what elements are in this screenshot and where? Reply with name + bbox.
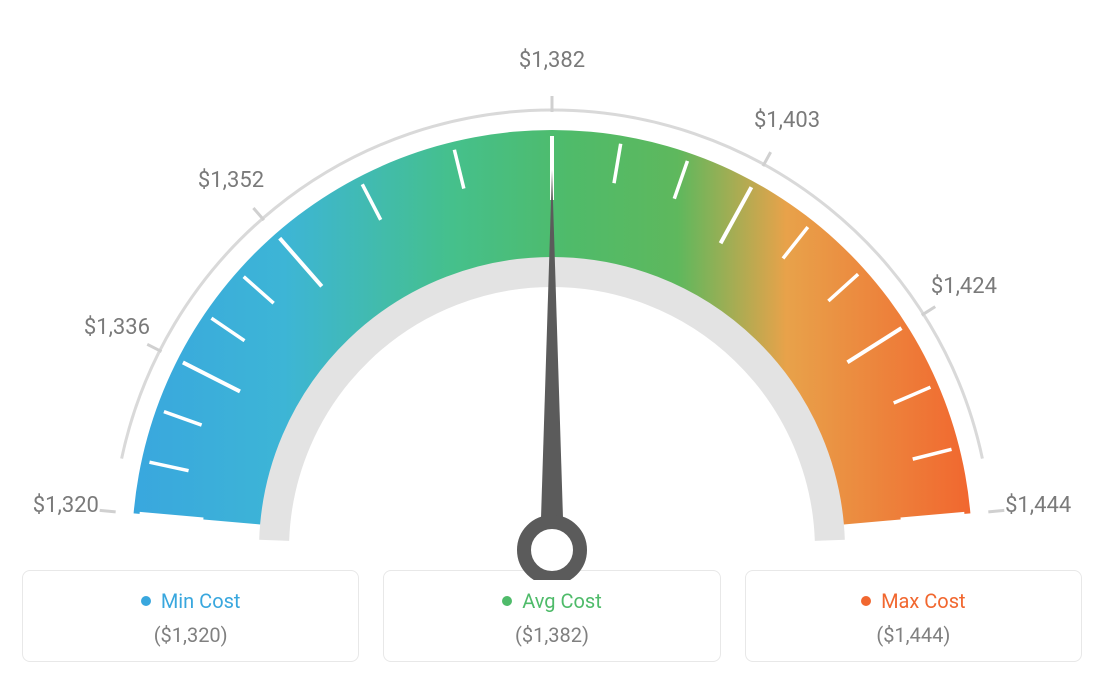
gauge-tick-label: $1,424 xyxy=(924,274,1004,299)
gauge-tick-label: $1,444 xyxy=(998,493,1078,518)
legend-title-min: Min Cost xyxy=(141,589,241,613)
gauge-svg xyxy=(22,40,1082,580)
gauge-tick-label: $1,352 xyxy=(191,168,271,193)
gauge-chart: $1,320 $1,336 $1,352 $1,382 $1,403 $1,424 $1,4… xyxy=(22,20,1082,560)
dot-icon-max xyxy=(861,596,871,606)
legend-card-avg: Avg Cost ($1,382) xyxy=(383,570,720,662)
dot-icon-min xyxy=(141,596,151,606)
legend-value-min: ($1,320) xyxy=(33,623,348,647)
legend-title-max: Max Cost xyxy=(861,589,966,613)
gauge-tick-label: $1,382 xyxy=(512,48,592,73)
legend-title-text-min: Min Cost xyxy=(161,589,241,613)
legend-card-max: Max Cost ($1,444) xyxy=(745,570,1082,662)
dot-icon-avg xyxy=(502,596,512,606)
gauge-tick-label: $1,403 xyxy=(747,108,827,133)
legend-title-text-avg: Avg Cost xyxy=(522,589,602,613)
gauge-tick-label: $1,336 xyxy=(77,315,157,340)
legend-value-max: ($1,444) xyxy=(756,623,1071,647)
legend-value-avg: ($1,382) xyxy=(394,623,709,647)
legend-row: Min Cost ($1,320) Avg Cost ($1,382) Max … xyxy=(22,570,1082,662)
legend-title-text-max: Max Cost xyxy=(881,589,966,613)
legend-card-min: Min Cost ($1,320) xyxy=(22,570,359,662)
gauge-tick-label: $1,320 xyxy=(26,493,106,518)
legend-title-avg: Avg Cost xyxy=(502,589,602,613)
